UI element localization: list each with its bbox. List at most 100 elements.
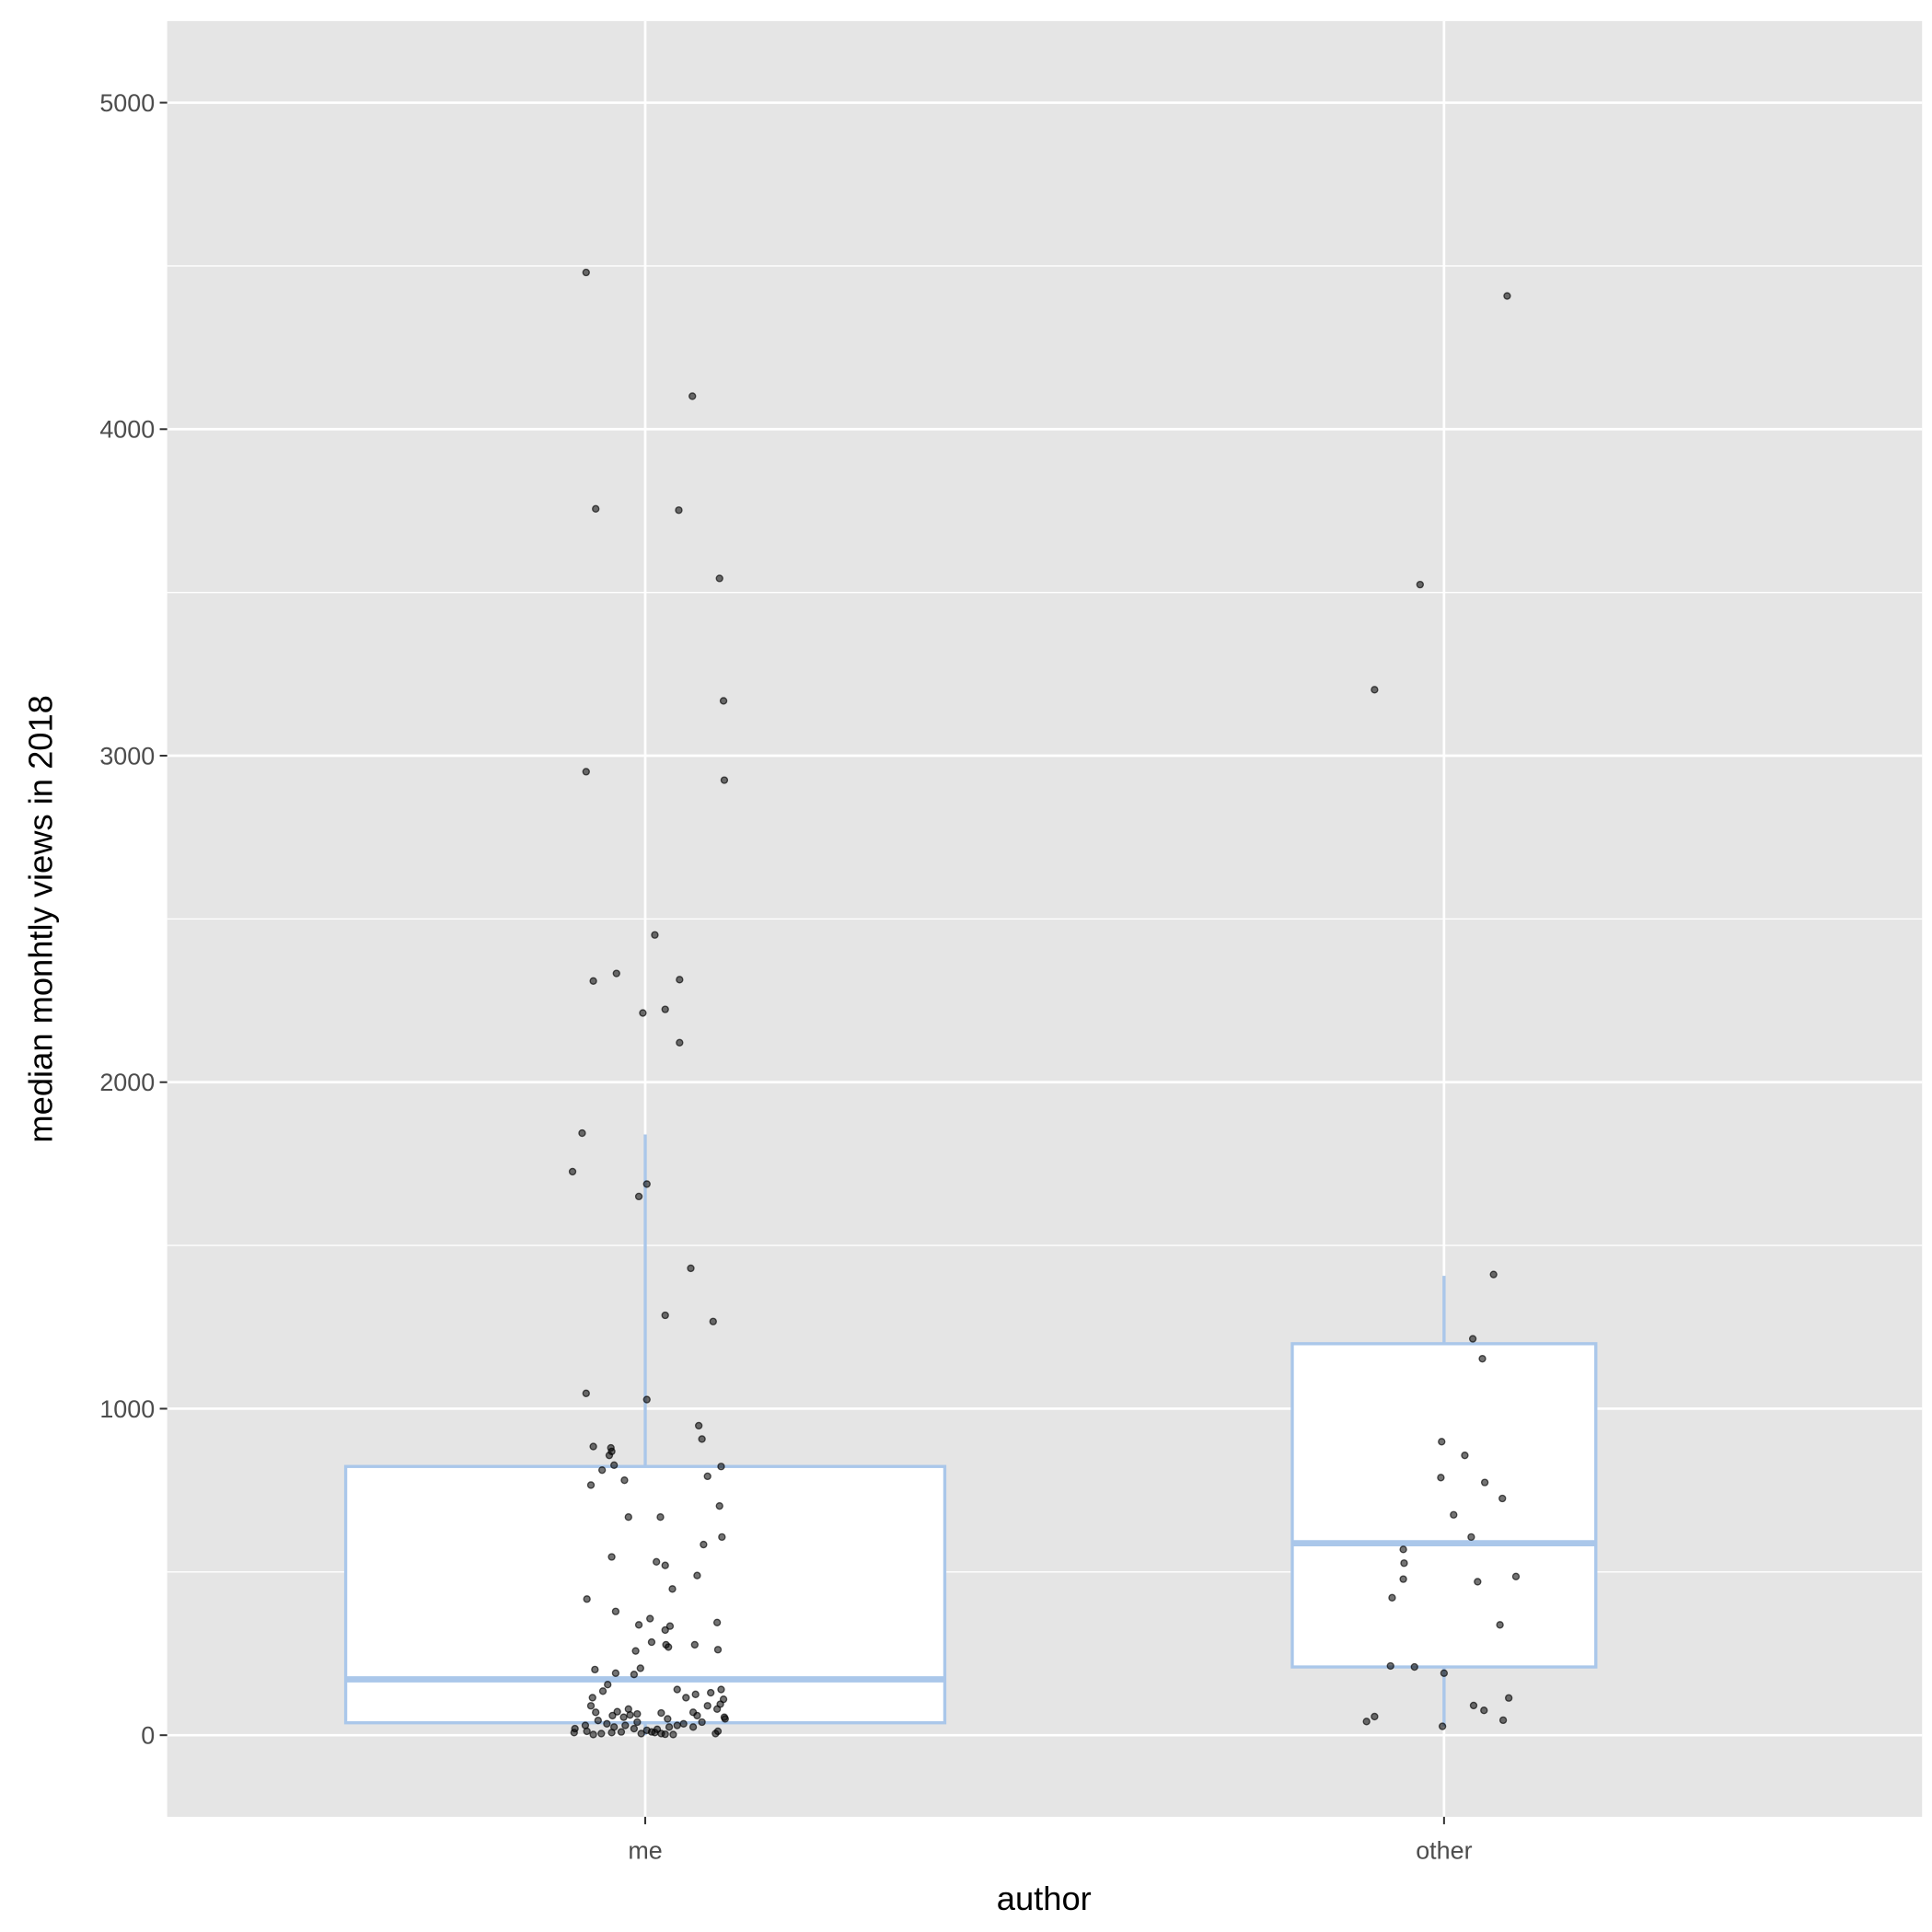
data-point [619,1713,628,1721]
data-point [598,1687,607,1695]
x-tick-label: me [628,1837,662,1865]
data-point [624,1513,632,1521]
data-point [676,976,684,984]
data-point [712,1618,722,1626]
data-point [1498,1494,1507,1503]
data-point [592,1708,600,1717]
data-point [592,504,600,514]
data-point [646,1614,654,1623]
y-axis-title: median monhtly views in 2018 [22,695,60,1142]
data-point [679,1719,688,1728]
data-point [578,1128,586,1138]
data-point [583,1595,591,1603]
jitter-points [568,268,1521,1739]
data-point [581,1721,590,1730]
data-point [633,1718,642,1727]
data-point [703,1702,711,1710]
data-point [675,506,683,515]
data-point [642,1180,651,1188]
data-point [630,1671,639,1679]
y-axis: 0 1000 2000 3000 4000 5000 [99,89,168,1750]
box-iqr [343,1464,947,1725]
data-point [713,1727,723,1736]
data-point [1416,580,1425,589]
data-point [605,1452,614,1460]
data-point [589,977,597,985]
data-point [636,1664,644,1672]
data-point [721,1715,729,1723]
data-point [661,1311,669,1320]
data-point [1511,1572,1521,1580]
data-point [698,1435,706,1443]
data-point [1480,1478,1489,1487]
data-point [651,1729,659,1737]
data-point [633,1709,642,1718]
data-point [688,1723,698,1731]
data-point [568,1167,577,1176]
data-point [621,1721,630,1730]
data-point [634,1621,643,1629]
data-point [651,931,659,939]
data-point [1461,1452,1469,1460]
data-point [617,1728,626,1736]
data-point [607,1729,616,1737]
data-point [661,1625,669,1635]
data-point [597,1465,607,1475]
data-point [647,1637,656,1647]
data-point [1467,1533,1475,1542]
box-iqr [1290,1342,1598,1669]
y-tick-label: 4000 [99,416,155,444]
data-point [642,1726,651,1735]
data-point [609,1461,619,1469]
data-point [687,1264,695,1273]
data-point [612,969,620,978]
data-point [652,1557,661,1566]
data-point [1450,1510,1458,1519]
data-point [1468,1335,1477,1343]
gridlines [167,20,1923,1817]
data-point [1503,292,1511,300]
data-point [1438,1722,1447,1730]
data-point [700,1540,708,1549]
data-point [1480,1706,1488,1715]
data-point [656,1513,665,1521]
x-axis: me other [628,1816,1473,1865]
data-point [693,1711,701,1720]
y-tick-label: 0 [141,1722,155,1750]
data-point [639,1009,647,1017]
data-point [591,1665,599,1674]
data-point [1478,1355,1487,1363]
data-point [712,1705,722,1713]
data-point [1371,1712,1379,1721]
data-point [582,268,590,277]
data-point [713,1646,723,1654]
data-point [1474,1578,1482,1586]
data-point [634,1192,643,1201]
data-point [703,1472,711,1481]
data-point [657,1708,665,1718]
data-point [608,1711,617,1720]
y-tick-label: 2000 [99,1069,155,1096]
boxes [343,1134,1598,1736]
data-point [715,574,723,583]
data-point [688,392,697,400]
data-point [1440,1669,1449,1677]
data-point [586,1481,596,1489]
data-point [1371,686,1379,694]
data-point [707,1688,715,1697]
data-point [661,1005,669,1013]
data-point [586,1702,596,1710]
data-point [715,1501,723,1510]
box-other [1290,1276,1598,1727]
data-point [597,1730,606,1738]
data-point [631,1647,640,1655]
y-tick-label: 5000 [99,89,155,117]
data-point [661,1561,669,1569]
data-point [642,1395,651,1404]
data-point [630,1724,639,1733]
data-point [570,1729,578,1737]
data-point [668,1585,677,1593]
data-point [720,776,729,784]
x-tick-label: other [1416,1837,1472,1865]
